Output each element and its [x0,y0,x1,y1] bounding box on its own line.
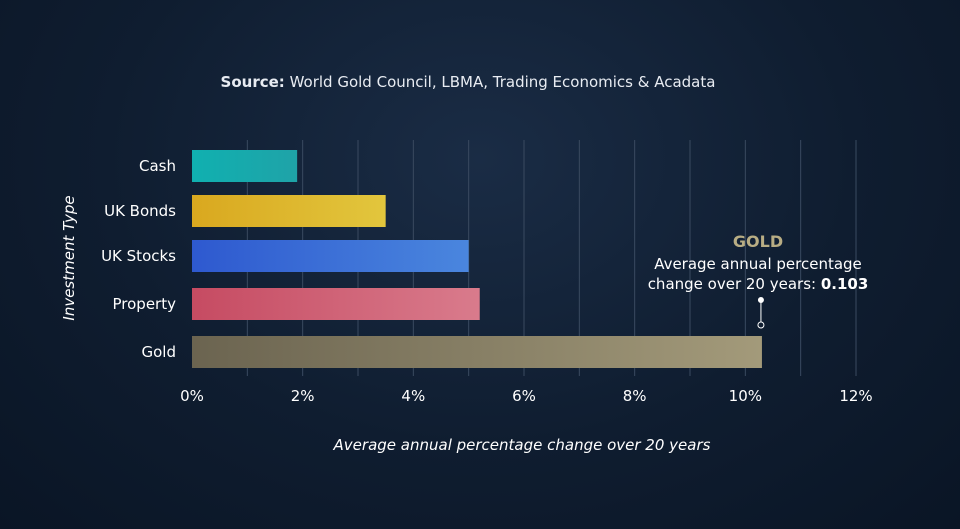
category-label-cash: Cash [139,157,176,175]
x-tick-label: 4% [401,387,425,405]
source-text: World Gold Council, LBMA, Trading Econom… [289,73,716,91]
x-tick-label: 2% [291,387,315,405]
category-label-uk-bonds: UK Bonds [104,202,176,220]
bars [192,150,762,368]
bar-uk-stocks [192,240,469,272]
x-tick-label: 12% [839,387,872,405]
y-axis-label: Investment Type [60,195,78,320]
annotation-pointer-ring [757,321,765,329]
category-label-gold: Gold [142,343,177,361]
bar-gold [192,336,762,368]
bar-cash [192,150,298,182]
category-label-property: Property [113,295,177,313]
source-note: Source: World Gold Council, LBMA, Tradin… [0,73,936,91]
annotation-value: 0.103 [821,275,868,293]
annotation-title: GOLD [733,232,783,251]
x-axis-label: Average annual percentage change over 20… [333,436,711,454]
source-label: Source: [220,73,285,91]
x-tick-label: 8% [623,387,647,405]
x-tick-label: 6% [512,387,536,405]
category-labels: Cash UK Bonds UK Stocks Property Gold [101,157,176,361]
bar-uk-bonds [192,195,386,227]
annotation-line1: Average annual percentage [654,255,862,273]
x-tick-labels: 0% 2% 4% 6% 8% 10% 12% [180,387,873,405]
annotation-pointer-dot [757,297,764,303]
gold-annotation: GOLD Average annual percentage change over… [648,232,869,329]
category-label-uk-stocks: UK Stocks [101,247,176,265]
x-tick-label: 0% [180,387,204,405]
x-tick-label: 10% [729,387,762,405]
annotation-line2: change over 20 years: 0.103 [648,275,869,293]
bar-property [192,288,480,320]
